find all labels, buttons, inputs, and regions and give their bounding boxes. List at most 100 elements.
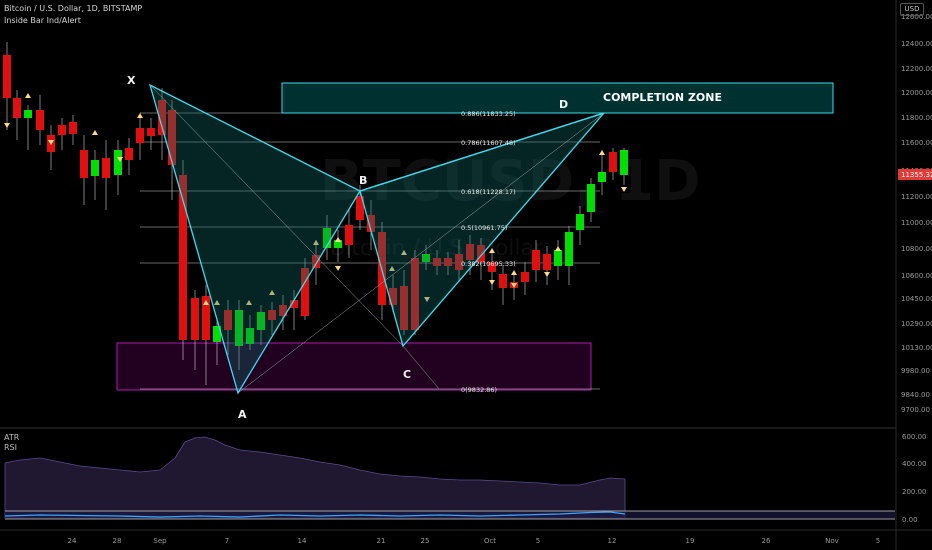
atr-label[interactable]: ATR	[4, 433, 20, 442]
indicator-axis-label: 400.00	[902, 460, 927, 468]
fib-label-0: 0(9832.86)	[461, 386, 497, 394]
indicator-axis-label: 600.00	[902, 433, 927, 441]
inside-bar-down-marker	[117, 157, 123, 162]
time-axis-label: 5	[876, 537, 880, 545]
point-a-label: A	[238, 408, 247, 421]
completion-zone-label: COMPLETION ZONE	[603, 91, 722, 104]
inside-bar-down-marker	[48, 140, 54, 145]
support-box[interactable]	[116, 342, 592, 391]
candle-body	[312, 255, 320, 268]
fib-label-0786: 0.786(11607.48)	[461, 139, 516, 147]
candle-body	[455, 254, 463, 270]
candle-body	[356, 196, 364, 220]
candle-body	[80, 150, 88, 178]
candle-body	[345, 225, 353, 245]
candle-body	[158, 100, 166, 135]
price-axis-label: 10800.00	[901, 245, 932, 253]
candle-body	[136, 128, 144, 143]
time-axis-label: 24	[68, 537, 77, 545]
candle-body	[543, 254, 551, 270]
rsi-label[interactable]: RSI	[4, 443, 17, 452]
price-axis-label: 10130.00	[901, 344, 932, 352]
candle-body	[565, 232, 573, 266]
candle-body	[102, 158, 110, 178]
time-axis-label: 19	[686, 537, 695, 545]
candle-body	[532, 250, 540, 270]
watermark-symbol: BTCUSD, 1D	[320, 149, 701, 214]
inside-bar-up-marker	[599, 150, 605, 155]
price-axis-label: 11200.00	[901, 193, 932, 201]
candle-body	[444, 258, 452, 266]
time-axis-label: Sep	[153, 537, 167, 545]
fib-label-0382: 0.382(10695.33)	[461, 260, 516, 268]
currency-badge[interactable]: USD	[900, 3, 924, 16]
candlestick-series	[3, 42, 628, 385]
inside-bar-up-marker	[246, 300, 252, 305]
fib-label-0886: 0.886(11833.25)	[461, 110, 516, 118]
rsi-line	[4, 511, 626, 518]
candle-body	[477, 245, 485, 262]
candle-body	[334, 240, 342, 248]
inside-bar-up-marker	[489, 248, 495, 253]
candle-body	[114, 150, 122, 175]
c-extension-line	[402, 345, 441, 391]
fib-label-0618: 0.618(11228.17)	[461, 188, 516, 196]
inside-bar-up-marker	[313, 240, 319, 245]
candle-body	[554, 250, 562, 266]
price-axis-label: 9700.00	[901, 406, 930, 414]
xc-dashed-line	[149, 84, 404, 347]
point-x-label: X	[127, 74, 136, 87]
candle-body	[609, 152, 617, 172]
ad-dashed-line	[237, 112, 605, 394]
time-axis[interactable]: 24 28 Sep 7 14 21 25 Oct 5 12 19 26 Nov 5	[68, 537, 881, 545]
candle-body	[521, 272, 529, 282]
price-axis-label: 12000.00	[901, 89, 932, 97]
candle-body	[466, 244, 474, 260]
fib-label-05: 0.5(10961.75)	[461, 224, 507, 232]
inside-bar-up-marker	[335, 237, 341, 242]
price-axis-label: 11600.00	[901, 139, 932, 147]
candle-body	[279, 305, 287, 316]
inside-bar-up-marker	[389, 266, 395, 271]
price-axis-label: 11800.00	[901, 114, 932, 122]
price-axis-label: 9980.00	[901, 367, 930, 375]
candle-body	[301, 268, 309, 316]
price-axis[interactable]: 12600.00 12400.00 12200.00 12000.00 11800.00…	[901, 13, 932, 414]
inside-bar-down-marker	[511, 283, 517, 288]
time-axis-label: 25	[421, 537, 430, 545]
price-axis-label: 9840.00	[901, 391, 930, 399]
time-axis-label: Nov	[825, 537, 839, 545]
candle-body	[422, 254, 430, 262]
price-axis-label: 12200.00	[901, 65, 932, 73]
indicator-axis: 600.00 400.00 200.00 0.00	[902, 433, 927, 524]
indicator-title[interactable]: Inside Bar Ind/Alert	[4, 16, 81, 25]
xab-triangle[interactable]	[148, 83, 361, 395]
inside-bar-up-marker	[511, 270, 517, 275]
symbol-title[interactable]: Bitcoin / U.S. Dollar, 1D, BITSTAMP	[4, 4, 143, 13]
candle-body	[168, 110, 176, 165]
candle-body	[389, 288, 397, 305]
point-c-label: C	[403, 368, 411, 381]
inside-bar-up-marker	[214, 300, 220, 305]
candle-body	[213, 326, 221, 342]
candle-body	[488, 262, 496, 272]
time-axis-label: 7	[225, 537, 229, 545]
candle-body	[69, 122, 77, 134]
candle-body	[620, 150, 628, 175]
time-axis-label: 26	[762, 537, 771, 545]
time-axis-label: 21	[377, 537, 386, 545]
candle-body	[36, 110, 44, 130]
point-b-label: B	[359, 174, 367, 187]
price-axis-label: 12600.00	[901, 13, 932, 21]
completion-zone-box[interactable]	[281, 82, 834, 114]
inside-bar-up-marker	[92, 130, 98, 135]
inside-bar-up-marker	[203, 300, 209, 305]
candle-body	[411, 258, 419, 330]
inside-bar-down-marker	[335, 266, 341, 271]
candle-body	[587, 184, 595, 212]
time-axis-label: 28	[113, 537, 122, 545]
inside-bar-down-marker	[544, 272, 550, 277]
candle-body	[576, 214, 584, 230]
candle-body	[91, 160, 99, 176]
